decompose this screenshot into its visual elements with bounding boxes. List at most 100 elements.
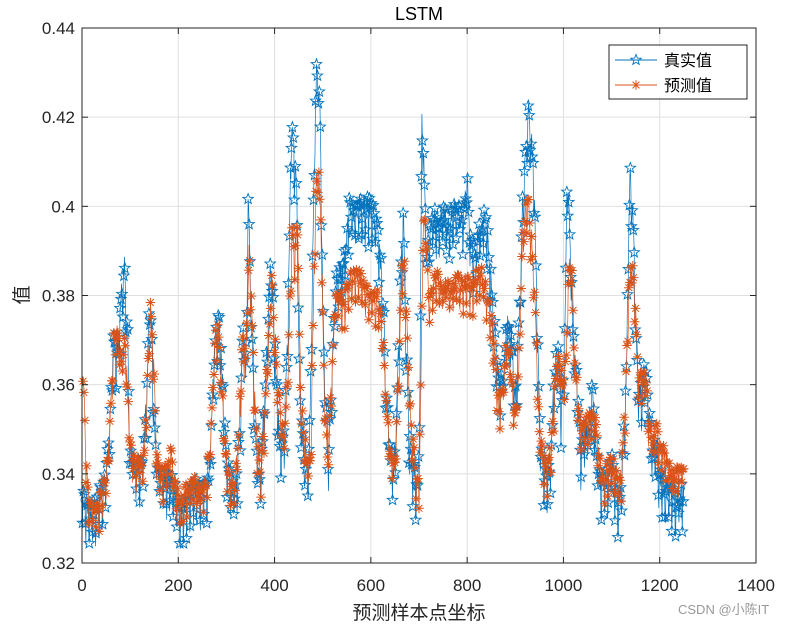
data-point [622, 198, 636, 211]
data-point [328, 340, 339, 350]
data-point [565, 265, 575, 275]
data-point [82, 536, 96, 549]
data-point [318, 360, 329, 371]
data-point [347, 276, 358, 286]
data-point [263, 368, 273, 379]
data-point [386, 493, 400, 506]
data-point [117, 366, 128, 376]
data-point [520, 216, 530, 227]
data-point [163, 456, 174, 467]
data-point [539, 479, 549, 490]
data-point [306, 449, 316, 460]
data-point [577, 447, 591, 461]
data-point [658, 510, 672, 523]
data-point [114, 360, 125, 370]
data-point [339, 242, 353, 255]
data-point [474, 290, 485, 301]
data-point [536, 436, 547, 446]
data-point [368, 235, 382, 248]
data-point [90, 522, 101, 532]
data-point [448, 278, 459, 289]
data-point [326, 401, 337, 411]
data-point [301, 488, 315, 502]
data-point [404, 401, 415, 411]
data-point [190, 477, 201, 487]
data-point [467, 282, 477, 293]
data-point [246, 361, 260, 374]
data-point [173, 490, 184, 500]
data-point [472, 217, 486, 230]
data-point [611, 530, 625, 543]
data-point [595, 453, 605, 463]
data-point [582, 439, 593, 450]
data-point [261, 389, 271, 399]
data-point [413, 473, 423, 484]
data-point [599, 479, 613, 492]
data-point [594, 513, 608, 526]
data-point [453, 270, 464, 281]
x-axis-label: 预测样本点坐标 [352, 602, 485, 624]
data-point [280, 418, 290, 429]
data-point [185, 498, 195, 509]
data-point [445, 302, 455, 312]
data-point [472, 275, 483, 285]
data-point [193, 489, 204, 499]
data-point [628, 322, 642, 336]
data-point [340, 323, 350, 334]
data-point [364, 314, 374, 325]
data-point [481, 223, 495, 236]
data-point [322, 452, 333, 462]
data-point [427, 305, 438, 315]
data-point [121, 379, 132, 389]
data-point [640, 390, 651, 401]
data-point [370, 321, 381, 331]
data-point [258, 431, 268, 442]
data-point [478, 292, 489, 302]
data-point [526, 156, 540, 169]
data-point [659, 448, 670, 458]
data-point [623, 336, 633, 346]
data-point [666, 465, 677, 475]
data-point [123, 396, 133, 407]
data-point [116, 356, 127, 366]
data-point [271, 359, 282, 369]
data-point [311, 96, 325, 109]
data-point [417, 301, 427, 311]
chart-title: LSTM [395, 4, 443, 24]
data-point [191, 498, 202, 509]
data-point [294, 329, 305, 339]
data-point [293, 393, 307, 407]
data-point [502, 320, 516, 334]
data-point [476, 262, 487, 273]
data-point [530, 307, 541, 318]
data-point [428, 201, 442, 214]
data-point [519, 236, 529, 247]
data-point [93, 503, 104, 514]
data-point [204, 452, 214, 462]
data-point [512, 402, 522, 412]
data-point [117, 269, 131, 282]
data-point [197, 485, 208, 495]
data-point [410, 463, 420, 473]
data-point [358, 275, 368, 285]
data-point [201, 480, 211, 490]
data-point [403, 362, 414, 373]
data-point [198, 507, 209, 517]
data-point [433, 269, 444, 280]
data-point [644, 418, 654, 429]
data-point [150, 406, 160, 416]
data-point [245, 304, 256, 315]
data-point [83, 482, 93, 492]
data-point [522, 108, 536, 121]
data-point [489, 326, 503, 339]
data-point [377, 343, 388, 354]
data-point [182, 512, 192, 522]
data-point [156, 474, 166, 485]
data-point [273, 387, 284, 398]
data-point [444, 278, 454, 289]
data-point [360, 300, 370, 310]
data-point [267, 280, 278, 290]
data-point [618, 438, 628, 448]
data-point [193, 513, 207, 526]
